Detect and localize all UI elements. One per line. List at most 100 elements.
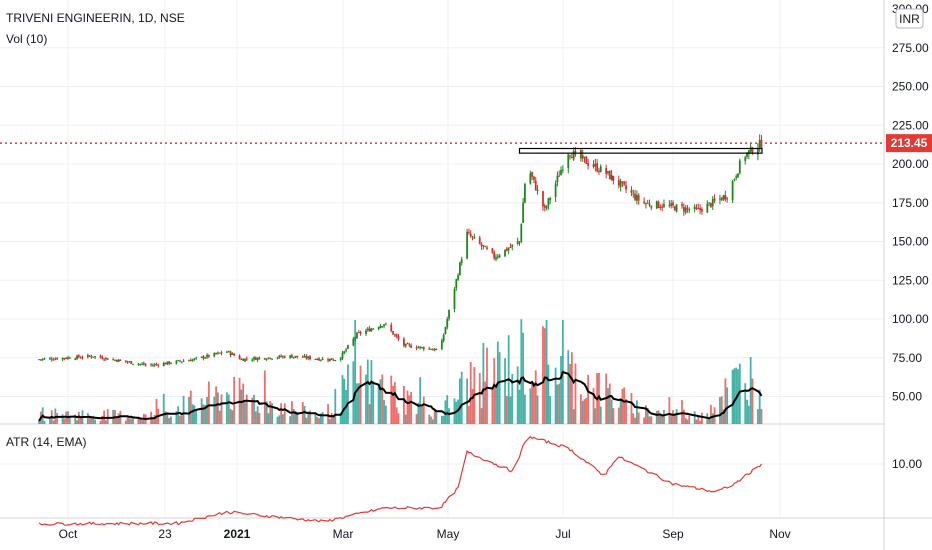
volume-bar [681, 400, 683, 424]
candle-body [524, 184, 526, 203]
candle-body [153, 364, 156, 366]
candle-body [444, 327, 447, 335]
candle-body [569, 155, 571, 157]
volume-bar [332, 416, 335, 424]
volume-bar [137, 416, 140, 424]
volume-bar [433, 409, 436, 424]
candle-body [137, 363, 140, 365]
volume-bar [623, 387, 626, 424]
time-tick-label: Sep [662, 527, 684, 541]
candle-body [372, 328, 375, 330]
candle-body [76, 355, 78, 359]
volume-bar [271, 403, 273, 424]
candle-body [162, 363, 165, 367]
volume-bar [305, 417, 308, 424]
candle-body [191, 359, 194, 362]
candle-body [480, 244, 483, 247]
time-tick-label: Mar [333, 527, 354, 541]
candle-body [533, 176, 535, 180]
candle-body [522, 202, 525, 223]
atr-axis[interactable]: 10.00 [892, 457, 922, 471]
price-tick-label: 225.00 [892, 118, 929, 132]
volume-bar [675, 409, 678, 424]
volume-bar [587, 374, 590, 424]
volume-bar [458, 378, 461, 424]
candle-body [356, 332, 358, 339]
time-axis[interactable]: Oct 23 2021 Mar May Jul Sep Nov [59, 527, 791, 541]
candle-body [155, 364, 158, 366]
volume-bar [202, 404, 205, 424]
resistance-zone[interactable] [518, 147, 763, 154]
volume-bar [393, 382, 396, 424]
volume-bar [495, 384, 497, 424]
candle-body [390, 324, 393, 331]
volume-bar [296, 411, 299, 424]
candle-body [207, 354, 210, 357]
volume-bar [343, 378, 346, 424]
candle-body [142, 363, 145, 365]
volume-bar [549, 396, 552, 424]
atr-tick-label: 10.00 [892, 457, 922, 471]
symbol-title[interactable]: TRIVENI ENGINEERIN, 1D, NSE [6, 11, 185, 25]
volume-bar [370, 359, 373, 424]
volume-bar [330, 412, 333, 424]
volume-bar [422, 396, 425, 424]
volume-bar [406, 390, 409, 424]
volume-bar [711, 413, 714, 424]
candle-body [292, 356, 295, 358]
volume-bar [643, 417, 646, 424]
candle-body [296, 355, 299, 358]
price-tick-label: 200.00 [892, 157, 929, 171]
candle-body [630, 190, 633, 193]
candle-body [720, 198, 723, 201]
currency-badge[interactable] [895, 8, 924, 29]
volume-bar [383, 400, 385, 424]
candle-body [204, 357, 207, 359]
price-tick-label: 50.00 [892, 390, 922, 404]
volume-bar [365, 374, 367, 424]
volume-bar [372, 381, 375, 424]
candle-body [670, 203, 673, 206]
candle-body [695, 207, 698, 209]
volume-bar [106, 409, 109, 424]
volume-bar [68, 416, 71, 424]
volume-bar [560, 356, 562, 424]
candle-body [157, 364, 160, 366]
candle-body [556, 175, 559, 183]
candle-body [484, 246, 487, 248]
candle-body [370, 328, 373, 332]
candle-body [711, 198, 714, 207]
candle-body [686, 208, 689, 210]
volume-bar [334, 388, 337, 424]
volume-bar [265, 401, 268, 424]
atr-legend[interactable]: ATR (14, EMA) [6, 435, 86, 449]
candle-body [700, 208, 703, 212]
volume-bar [592, 388, 595, 424]
candle-body [383, 324, 385, 327]
candle-body [283, 356, 286, 358]
candle-body [681, 204, 683, 207]
candle-body [594, 163, 597, 167]
volume-bar [574, 363, 577, 424]
volume-bar [354, 320, 357, 424]
volume-bar [189, 390, 192, 424]
candle-body [79, 357, 82, 359]
candle-body [587, 163, 590, 166]
volume-bar [94, 419, 96, 424]
candle-body [195, 357, 198, 359]
candle-body [366, 328, 369, 331]
candle-body [330, 358, 333, 360]
candle-body [672, 202, 674, 206]
candle-body [244, 358, 246, 362]
candle-body [182, 360, 185, 362]
candle-body [206, 354, 208, 358]
volume-legend[interactable]: Vol (10) [6, 32, 47, 46]
volume-bar [657, 410, 660, 424]
volume-bar [101, 415, 104, 424]
price-axis[interactable]: 275.00 250.00 225.00 200.00 175.00 150.00 125.… [892, 2, 929, 404]
volume-bar [719, 397, 721, 424]
candle-body [90, 356, 93, 358]
candle-body [68, 357, 71, 359]
volume-bar [377, 384, 380, 424]
